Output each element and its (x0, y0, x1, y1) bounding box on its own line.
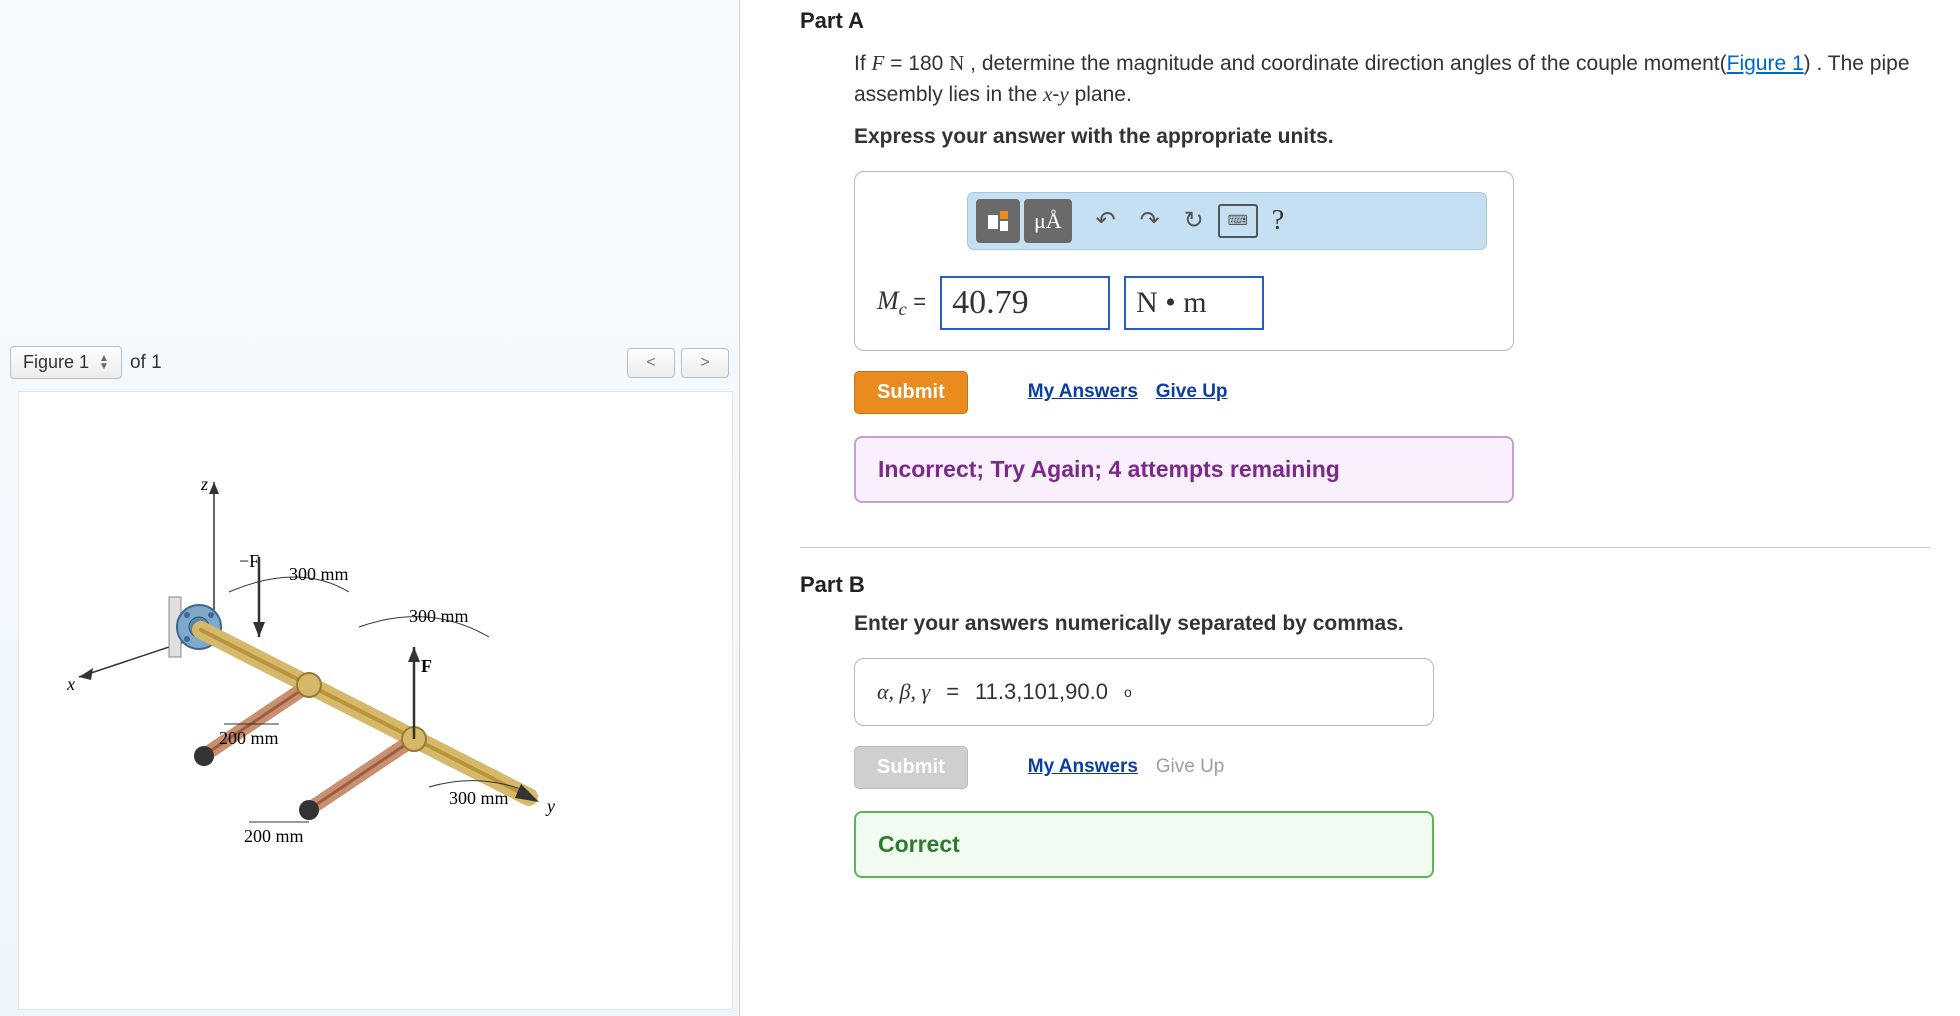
template-icon (986, 209, 1010, 233)
var-y: y (1059, 82, 1068, 106)
part-a-actions: Submit My Answers Give Up (854, 371, 1930, 414)
degree-symbol: o (1124, 684, 1132, 700)
axis-y-label: y (545, 796, 555, 816)
chevron-right-icon: > (700, 354, 709, 372)
undo-icon[interactable]: ↶ (1086, 199, 1126, 243)
figure-select-button[interactable]: Figure 1 ▲▼ (10, 346, 122, 379)
submit-button-disabled: Submit (854, 746, 968, 789)
content-panel: Part A If F = 180 N , determine the magn… (740, 0, 1960, 1016)
prompt-text: = 180 (884, 52, 949, 75)
part-b-vars: α, β, γ (877, 679, 930, 705)
part-a-answer-row: Mc = (877, 276, 1491, 330)
dim-300b: 300 mm (409, 606, 469, 626)
dim-200b: 200 mm (244, 826, 304, 846)
figure-next-button[interactable]: > (681, 348, 729, 378)
part-a-answer-box: μÅ ↶ ↷ ↻ ⌨ ? Mc = (854, 171, 1514, 351)
part-a-instruction: Express your answer with the appropriate… (854, 125, 1930, 149)
my-answers-link[interactable]: My Answers (1028, 756, 1138, 777)
figure-nav-bar: Figure 1 ▲▼ of 1 < > (0, 340, 739, 385)
prompt-text: , determine the magnitude and coordinate… (964, 52, 1726, 75)
reset-icon[interactable]: ↻ (1174, 199, 1214, 243)
mc-M: M (877, 286, 899, 315)
submit-button[interactable]: Submit (854, 371, 968, 414)
part-b-feedback: Correct (854, 811, 1434, 878)
part-b-actions: Submit My Answers Give Up (854, 746, 1930, 789)
unit-input[interactable] (1124, 276, 1264, 330)
dim-200a: 200 mm (219, 728, 279, 748)
redo-icon[interactable]: ↷ (1130, 199, 1170, 243)
dropdown-icon: ▲▼ (99, 355, 109, 371)
help-button[interactable]: ? (1262, 205, 1294, 237)
force-pos-label: F (421, 656, 432, 676)
dim-300c: 300 mm (449, 788, 509, 808)
figure-of-text: of 1 (130, 352, 162, 374)
figure-panel: Figure 1 ▲▼ of 1 < > z (0, 0, 740, 1016)
units-label: μÅ (1034, 208, 1062, 234)
give-up-link[interactable]: Give Up (1156, 381, 1228, 402)
keyboard-icon[interactable]: ⌨ (1218, 204, 1258, 238)
var-F: F (872, 51, 885, 75)
force-neg-label: −F (239, 551, 259, 571)
eq-sign: = (946, 679, 959, 705)
figure-canvas: z x (18, 391, 733, 1010)
units-button[interactable]: μÅ (1024, 199, 1072, 243)
left-spacer (0, 0, 739, 340)
prompt-text: If (854, 52, 872, 75)
unit-N: N (949, 51, 964, 75)
part-b-instruction: Enter your answers numerically separated… (854, 612, 1930, 636)
mc-sub: c (899, 299, 907, 319)
links-group: My Answers Give Up (1028, 381, 1228, 403)
part-a-feedback: Incorrect; Try Again; 4 attempts remaini… (854, 436, 1514, 503)
divider (800, 547, 1930, 548)
mc-label: Mc = (877, 286, 926, 320)
eq-sign: = (913, 289, 926, 314)
value-input[interactable] (940, 276, 1110, 330)
links-group: My Answers Give Up (1028, 756, 1225, 778)
figure-svg: z x (49, 462, 609, 942)
give-up-link-disabled: Give Up (1156, 756, 1225, 777)
template-button[interactable] (976, 199, 1020, 243)
part-a-header: Part A (800, 8, 1930, 34)
part-b-answer-box: α, β, γ = 11.3,101,90.0 o (854, 658, 1434, 726)
figure-select-label: Figure 1 (23, 352, 89, 373)
chevron-left-icon: < (646, 354, 655, 372)
figure-link[interactable]: Figure 1 (1727, 52, 1804, 75)
part-b-header: Part B (800, 572, 1930, 598)
page-root: Figure 1 ▲▼ of 1 < > z (0, 0, 1960, 1016)
axis-x-label: x (66, 674, 75, 694)
answer-toolbar: μÅ ↶ ↷ ↻ ⌨ ? (967, 192, 1487, 250)
part-a-prompt: If F = 180 N , determine the magnitude a… (854, 48, 1930, 111)
dim-300a: 300 mm (289, 564, 349, 584)
part-b-value: 11.3,101,90.0 (975, 679, 1108, 705)
prompt-text: plane. (1069, 83, 1132, 106)
figure-prev-button[interactable]: < (627, 348, 675, 378)
figure-nav-buttons: < > (627, 348, 729, 378)
my-answers-link[interactable]: My Answers (1028, 381, 1138, 402)
axis-z-label: z (200, 474, 208, 494)
